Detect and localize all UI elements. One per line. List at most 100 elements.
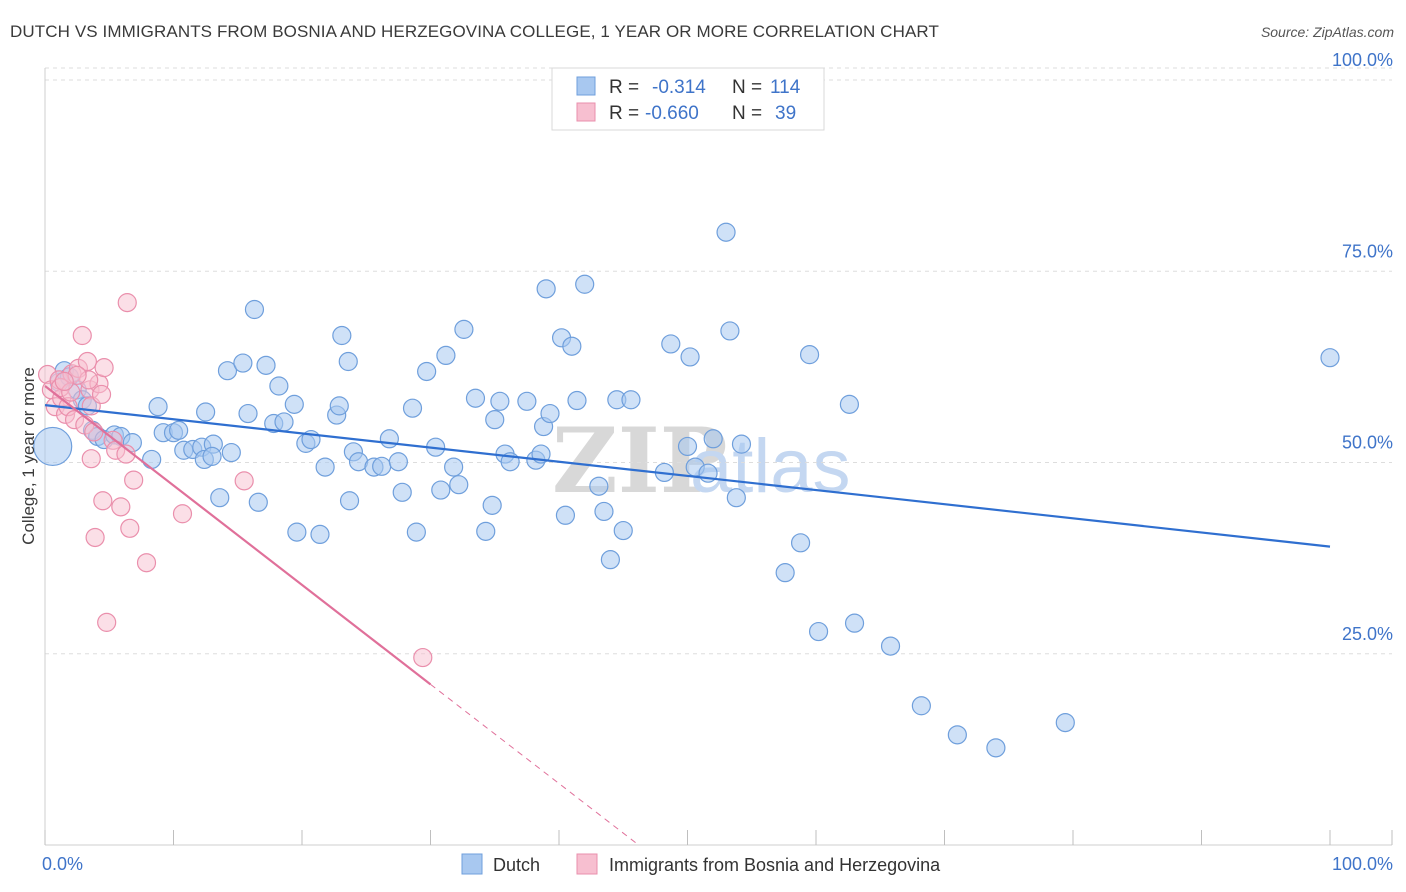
dutch-point bbox=[329, 396, 349, 416]
dutch-point bbox=[844, 613, 865, 633]
dutch-point bbox=[1320, 348, 1340, 368]
dutch-point bbox=[238, 403, 258, 424]
dutch-point bbox=[613, 520, 633, 541]
trend-lines bbox=[44, 385, 1331, 846]
dutch-point bbox=[244, 299, 265, 320]
bosnia-point bbox=[124, 470, 144, 490]
dutch-point bbox=[372, 456, 392, 476]
bosnia-point bbox=[116, 444, 136, 464]
dutch-point bbox=[465, 388, 486, 408]
dutch-point bbox=[1055, 712, 1075, 733]
dutch-point bbox=[485, 410, 505, 430]
dutch-point bbox=[248, 492, 268, 512]
dutch-point bbox=[731, 434, 752, 454]
dutch-point bbox=[775, 563, 795, 583]
bosnia-point bbox=[81, 449, 101, 469]
bosnia-point bbox=[111, 497, 131, 517]
dutch-point bbox=[575, 274, 595, 294]
dutch-point bbox=[269, 376, 289, 396]
legend-bosnia-n-value: 39 bbox=[775, 103, 796, 124]
dutch-point bbox=[406, 522, 426, 542]
legend-dutch-r-label: R = bbox=[609, 77, 639, 98]
dutch-point bbox=[379, 429, 399, 449]
bosnia-point bbox=[117, 293, 137, 313]
dutch-point bbox=[621, 390, 641, 410]
dutch-point bbox=[680, 347, 700, 367]
dutch-point bbox=[287, 522, 307, 542]
dutch-points bbox=[33, 222, 1340, 758]
dutch-point bbox=[555, 505, 576, 525]
dutch-point bbox=[716, 222, 736, 242]
dutch-point bbox=[332, 325, 352, 346]
bottom-legend-bosnia-label: Immigrants from Bosnia and Herzegovina bbox=[609, 855, 941, 875]
dutch-point bbox=[436, 345, 456, 365]
series-legend: Dutch Immigrants from Bosnia and Herzego… bbox=[461, 853, 941, 875]
bosnia-points bbox=[37, 293, 433, 668]
y-tick-label: 50.0% bbox=[1342, 433, 1393, 453]
dutch-point bbox=[720, 321, 740, 341]
bosnia-point bbox=[94, 358, 114, 378]
legend-bosnia-r-label: R = bbox=[609, 103, 639, 124]
dutch-point bbox=[986, 738, 1006, 758]
y-tick-labels: 25.0% 50.0% 75.0% 100.0% bbox=[1332, 50, 1393, 644]
dutch-point bbox=[284, 394, 304, 414]
bosnia-point bbox=[84, 422, 104, 442]
dutch-point bbox=[315, 457, 335, 477]
dutch-point bbox=[444, 457, 464, 477]
y-axis-label: College, 1 year or more bbox=[19, 367, 38, 545]
source-credit: Source: ZipAtlas.com bbox=[1260, 24, 1394, 40]
dutch-point bbox=[210, 488, 230, 508]
legend-bosnia-r-value: -0.660 bbox=[645, 103, 699, 124]
dutch-point bbox=[417, 361, 437, 382]
dutch-point bbox=[540, 403, 560, 424]
y-tick-label: 100.0% bbox=[1332, 50, 1393, 70]
y-tick-label: 75.0% bbox=[1342, 241, 1393, 261]
dutch-point bbox=[196, 402, 216, 422]
bosnia-point bbox=[97, 612, 117, 632]
bosnia-point bbox=[54, 371, 74, 392]
dutch-point bbox=[911, 696, 931, 716]
x-tick-label: 0.0% bbox=[42, 854, 83, 874]
legend-bosnia-n-label: N = bbox=[732, 103, 762, 124]
bosnia-point bbox=[136, 553, 157, 573]
bosnia-point bbox=[234, 471, 254, 491]
dutch-point bbox=[661, 334, 681, 354]
dutch-point bbox=[517, 391, 537, 411]
dutch-point bbox=[947, 725, 967, 745]
bosnia-point bbox=[85, 527, 105, 548]
dutch-point bbox=[256, 355, 276, 375]
dutch-point bbox=[476, 521, 496, 541]
bottom-legend-bosnia-swatch bbox=[576, 853, 598, 875]
legend-bosnia-swatch bbox=[576, 102, 596, 122]
x-ticks bbox=[44, 830, 1393, 845]
dutch-point bbox=[454, 319, 474, 339]
bottom-legend-dutch-label: Dutch bbox=[493, 855, 540, 875]
legend-dutch-swatch bbox=[576, 76, 596, 96]
y-tick-label: 25.0% bbox=[1342, 624, 1393, 644]
dutch-point bbox=[142, 449, 162, 470]
correlation-legend: R = -0.314 N = 114 R = -0.660 N = 39 bbox=[551, 67, 825, 131]
dutch-point bbox=[808, 621, 829, 642]
dutch-point bbox=[490, 391, 510, 411]
bosnia-trend-extension bbox=[430, 683, 639, 846]
dutch-point bbox=[233, 353, 253, 373]
x-tick-label: 100.0% bbox=[1332, 854, 1393, 874]
dutch-point bbox=[217, 361, 238, 381]
bosnia-point bbox=[91, 384, 112, 405]
dutch-point bbox=[221, 442, 241, 463]
dutch-point bbox=[482, 495, 502, 515]
dutch-point bbox=[677, 436, 698, 457]
dutch-point bbox=[388, 452, 408, 472]
dutch-point bbox=[594, 501, 614, 522]
dutch-point bbox=[202, 446, 222, 466]
dutch-point bbox=[799, 345, 820, 365]
dutch-point bbox=[449, 475, 469, 495]
legend-box bbox=[551, 67, 825, 131]
bosnia-point bbox=[72, 325, 92, 346]
legend-dutch-n-value: 114 bbox=[770, 77, 801, 98]
dutch-point bbox=[562, 336, 582, 356]
dutch-trend-line bbox=[44, 404, 1331, 548]
dutch-point bbox=[402, 398, 423, 418]
dutch-point bbox=[274, 412, 294, 432]
